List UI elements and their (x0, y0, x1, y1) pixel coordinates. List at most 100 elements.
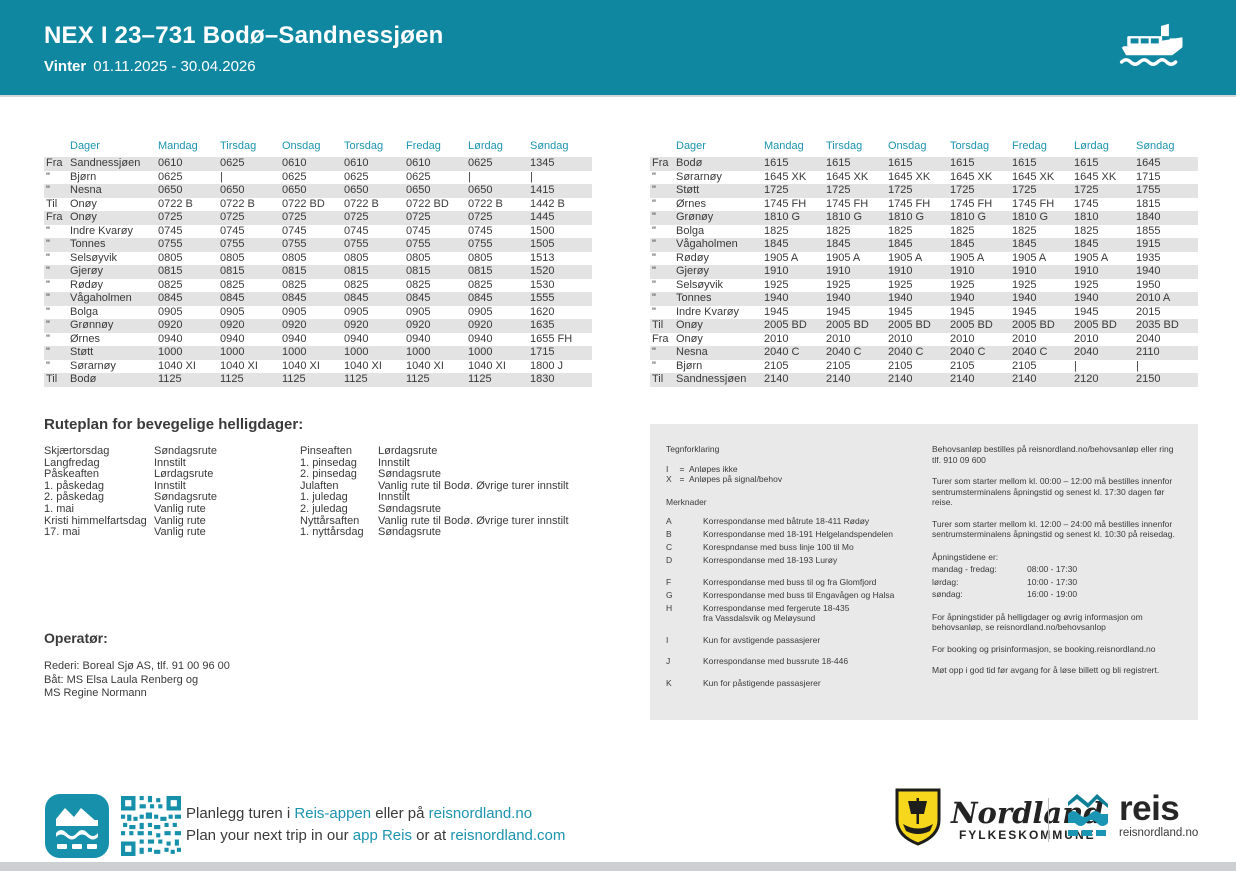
time-cell: 0725 (406, 211, 431, 223)
notes-title: Merknader (666, 496, 707, 507)
table-row: Til Onøy 0722 B 0722 B 0722 BD 0722 B 0722 BD 0… (44, 198, 592, 212)
time-cell: 1940 (826, 292, 851, 304)
time-cell: 0940 (158, 332, 183, 345)
stop-name: Selsøyvik (676, 278, 724, 291)
info-arrive-early: Møt opp i god tid før avgang for å løse … (932, 665, 1160, 675)
time-cell: 2010 (826, 332, 851, 345)
time-cell: 1825 (950, 224, 975, 237)
time-cell: 2105 (826, 359, 851, 372)
row-prefix: " (652, 238, 656, 250)
stop-name: Grønøy (676, 211, 714, 223)
time-cell: 1125 (468, 373, 492, 385)
time-cell: 0610 (158, 157, 183, 169)
time-cell: 1825 (1074, 224, 1099, 237)
note-description: Korrespondanse med 18-191 Helgelandspend… (703, 529, 893, 539)
time-cell: 0905 (220, 305, 245, 318)
time-cell: 1910 (764, 265, 789, 277)
nordland-shield-icon (895, 788, 941, 851)
legend-symbols: I = Anløpes ikke X = Anløpes på signal/behov (666, 464, 918, 485)
table-row: " Rødøy 0825 0825 0825 0825 0825 0825 1530 (44, 279, 592, 293)
time-cell: 2005 BD (888, 319, 931, 331)
time-cell: 0625 (406, 170, 431, 183)
holiday-name: 1. juledag (300, 491, 348, 504)
holiday-row: Skjærtorsdag Søndagsrute (44, 445, 300, 458)
time-cell: 1040 XI (344, 359, 382, 372)
time-cell: 1040 XI (158, 359, 196, 372)
time-cell: 0940 (344, 332, 369, 345)
time-cell: 1442 B (530, 197, 565, 210)
time-cell: 0845 (468, 292, 493, 304)
stop-name: Bjørn (676, 359, 703, 372)
time-cell: 0755 (406, 238, 431, 250)
opening-hours-row: mandag - fredag: 08:00 - 17:30 (932, 563, 1182, 576)
day-column-header: Onsdag (888, 140, 927, 152)
time-cell: 0755 (344, 238, 369, 250)
footer-text: Planlegg turen i (186, 805, 295, 822)
row-prefix: Til (46, 197, 58, 210)
table-row: Til Sandnessjøen 2140 2140 2140 2140 2140 2120 2… (650, 373, 1198, 387)
reis-waves-icon (1066, 792, 1110, 845)
time-cell: 1910 (888, 265, 913, 277)
holiday-row: 1. juledag Innstilt (300, 492, 618, 504)
legend-equals: = (679, 463, 685, 474)
time-cell: 1530 (530, 278, 555, 291)
time-cell: 1125 (406, 373, 430, 385)
opening-hours-row: søndag: 16:00 - 19:00 (932, 588, 1182, 601)
time-cell: 1615 (950, 157, 975, 169)
legend-box: Tegnforklaring I = Anløpes ikke X = Anløpes p… (650, 424, 1198, 720)
time-cell: 1925 (764, 278, 789, 291)
row-prefix: " (652, 292, 656, 304)
holiday-rule: Vanlig rute (154, 526, 206, 539)
holiday-rule: Innstilt (378, 491, 410, 504)
note-code: H (666, 602, 673, 613)
time-cell: 1950 (1136, 278, 1161, 291)
day-column-header: Tirsdag (220, 140, 257, 152)
time-cell: 2010 A (1136, 292, 1171, 304)
row-prefix: Fra (46, 157, 63, 169)
row-prefix: " (652, 346, 656, 358)
time-cell: 0805 (158, 251, 183, 264)
holiday-name: Nyttårsaften (300, 514, 360, 527)
time-cell: 1925 (1012, 278, 1037, 291)
time-cell: 0825 (406, 278, 431, 291)
time-cell: 1745 FH (764, 197, 807, 210)
time-cell: 2140 (950, 373, 975, 385)
time-cell: 0625 (468, 157, 493, 169)
time-cell: 1845 (1074, 238, 1099, 250)
time-cell: 1925 (826, 278, 851, 291)
time-cell: 1905 A (764, 251, 799, 264)
time-cell: 1000 (344, 346, 369, 358)
holiday-rule: Innstilt (154, 479, 186, 492)
holiday-rule: Vanlig rute til Bodø. Øvrige turer innst… (378, 479, 569, 492)
time-cell: 2040 (1136, 332, 1161, 345)
footer-link[interactable]: reisnordland.no (428, 805, 533, 822)
row-prefix: " (46, 224, 50, 237)
stop-name: Sørarnøy (70, 359, 116, 372)
opening-hours-row: lørdag: 10:00 - 17:30 (932, 576, 1182, 589)
footer-link[interactable]: Reis-appen (294, 805, 372, 822)
note-description: Korrespondanse med båtrute 18-411 Rødøy (703, 516, 870, 526)
time-cell: 1040 XI (220, 359, 258, 372)
footer-link[interactable]: app Reis (352, 827, 412, 844)
holiday-row: Nyttårsaften Vanlig rute til Bodø. Øvrige… (300, 514, 618, 528)
opening-hours-day: lørdag: (932, 576, 959, 587)
table-row: " Bjørn 0625 | 0625 0625 0625 | | (44, 171, 592, 185)
nordland-logo-sub: FYLKESKOMMUNE (958, 827, 1096, 842)
reis-logo-name: reis (1119, 789, 1180, 828)
time-cell: 1855 (1136, 224, 1161, 237)
table-row: " Indre Kvarøy 1945 1945 1945 1945 1945 1945 201… (650, 306, 1198, 320)
time-cell: 1915 (1136, 238, 1161, 250)
stop-name: Grønnøy (70, 319, 114, 331)
qr-code-icon (121, 796, 181, 861)
row-prefix: " (652, 211, 656, 223)
time-cell: 0920 (344, 319, 369, 331)
time-cell: 0722 B (344, 197, 379, 210)
time-cell: 0722 B (468, 197, 503, 210)
legend-note-row: I Kun for avstigende passasjerer (666, 635, 918, 646)
time-cell: 0650 (406, 184, 431, 196)
stop-name: Gjerøy (70, 265, 103, 277)
footer-link[interactable]: reisnordland.com (450, 827, 566, 844)
time-cell: 1745 FH (826, 197, 869, 210)
time-cell: 1615 (888, 157, 913, 169)
time-cell: 2005 BD (826, 319, 869, 331)
